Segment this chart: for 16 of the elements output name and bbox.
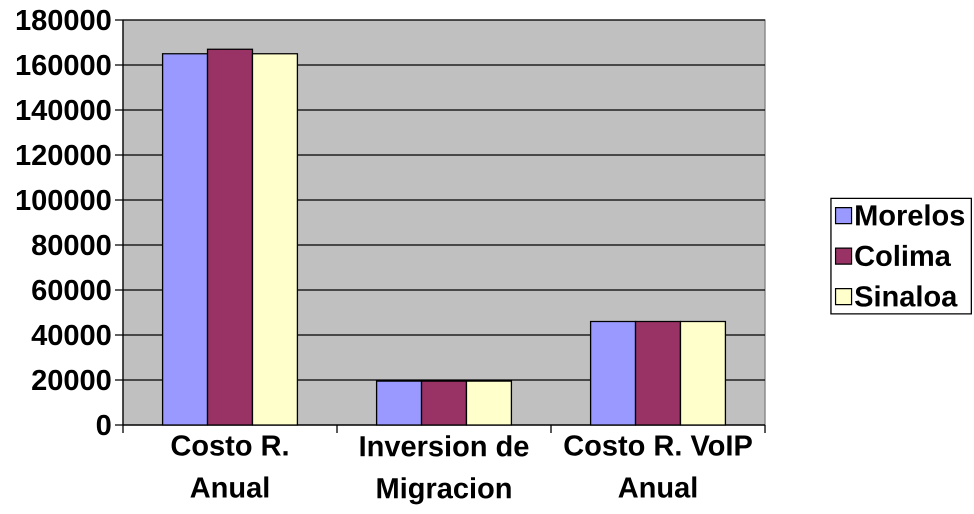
y-tick-label: 80000 <box>32 234 111 256</box>
y-tick-label: 60000 <box>32 280 111 300</box>
x-tick-label: Costo R. Anual <box>172 435 288 498</box>
y-tick-label: 20000 <box>32 370 111 390</box>
y-tick-label: 160000 <box>16 54 111 76</box>
x-tick-label: Costo R. VoIP Anual <box>564 435 752 498</box>
legend-label: Morelos <box>856 204 964 226</box>
legend-label: Sinaloa <box>854 285 958 307</box>
y-tick-label: 180000 <box>16 10 111 30</box>
y-tick-label: 120000 <box>16 144 111 166</box>
y-tick-label: 40000 <box>32 324 111 346</box>
y-tick-label: 100000 <box>16 190 111 210</box>
x-tick-label: Inversion de Migracion <box>360 435 528 504</box>
y-tick-label: 140000 <box>16 100 111 120</box>
legend-label: Colima <box>855 244 952 266</box>
y-tick-label: 0 <box>96 414 111 436</box>
